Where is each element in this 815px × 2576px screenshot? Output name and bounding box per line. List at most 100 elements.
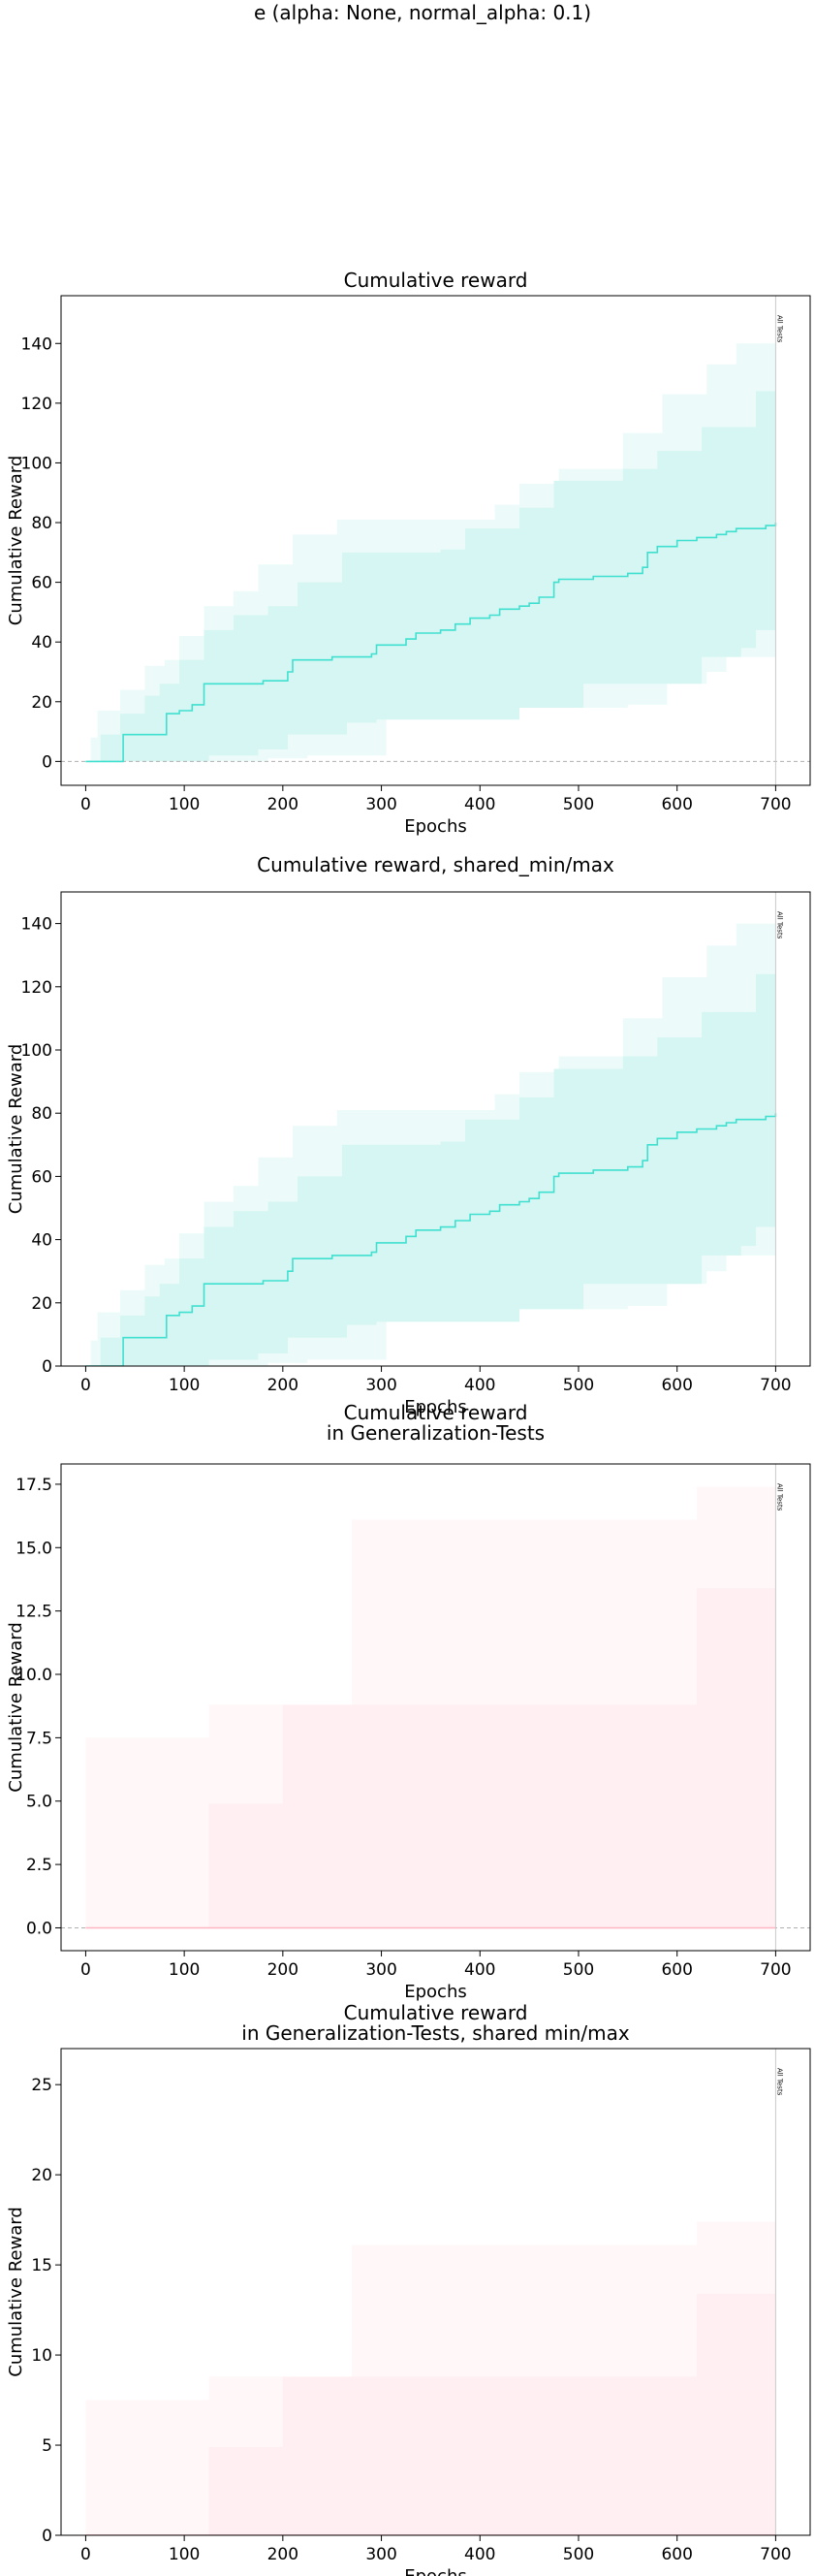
x-tick-label: 500 <box>563 2545 594 2564</box>
axes-frame <box>60 295 811 786</box>
y-tick-label: 5 <box>42 2436 52 2456</box>
x-axis-label: Epochs <box>404 1397 467 1417</box>
all-tests-marker-label: All Tests <box>775 1483 783 1511</box>
y-tick-label: 20 <box>31 2166 52 2185</box>
y-tick-label: 80 <box>31 1104 52 1124</box>
y-tick-label: 12.5 <box>16 1603 52 1622</box>
chart-title: Cumulative reward <box>344 269 528 292</box>
y-tick-label: 100 <box>21 1041 52 1061</box>
x-tick-label: 100 <box>169 1376 200 1395</box>
axes-frame <box>60 891 811 1367</box>
y-axis-label: Cumulative Reward <box>6 1622 26 1793</box>
y-tick-label: 100 <box>21 454 52 473</box>
x-tick-label: 500 <box>563 795 594 814</box>
y-tick-label: 7.5 <box>26 1729 52 1748</box>
y-tick-label: 60 <box>31 1167 52 1187</box>
x-tick-label: 500 <box>563 1960 594 1980</box>
axes-frame <box>60 1463 811 1952</box>
x-tick-label: 700 <box>760 795 791 814</box>
figure-suptitle: e (alpha: None, normal_alpha: 0.1) <box>254 1 591 24</box>
y-axis-label: Cumulative Reward <box>6 1044 26 1215</box>
y-tick-label: 15.0 <box>16 1539 52 1558</box>
inner-range-band <box>85 391 776 762</box>
chart-panel-4: All Tests 0 100 200 300 400 500 600 700 0 5 10 15 20 2… <box>6 2001 811 2576</box>
x-tick-label: 300 <box>365 1376 396 1395</box>
chart-panel-2: All Tests 0 100 200 300 400 500 600 700 0 20 40 60 80… <box>6 853 811 1417</box>
y-tick-label: 80 <box>31 514 52 533</box>
chart-title: Cumulative reward <box>344 2001 528 2024</box>
x-tick-label: 700 <box>760 1376 791 1395</box>
series-line-1 <box>85 523 777 763</box>
x-tick-label: 300 <box>365 795 396 814</box>
x-tick-label: 600 <box>661 2545 692 2564</box>
plot-area <box>61 1486 810 1929</box>
chart-title: Cumulative reward <box>344 1401 528 1424</box>
chart-title: in Generalization-Tests <box>327 1421 545 1445</box>
series-line-1 <box>85 1113 777 1366</box>
inner-range-band <box>85 1486 776 1928</box>
x-tick-label: 700 <box>760 1960 791 1980</box>
plot-area <box>85 901 777 1366</box>
inner-range-band <box>85 973 776 1366</box>
plot-area <box>85 2221 776 2535</box>
inner-range-band <box>85 2221 776 2535</box>
y-tick-label: 0 <box>42 1357 52 1377</box>
x-tick-label: 0 <box>80 2545 91 2564</box>
x-tick-label: 100 <box>169 1960 200 1980</box>
all-tests-marker-label: All Tests <box>775 911 783 939</box>
y-tick-label: 10.0 <box>16 1666 52 1685</box>
chart-title: in Generalization-Tests, shared min/max <box>241 2021 630 2045</box>
y-tick-label: 120 <box>21 978 52 998</box>
x-tick-label: 0 <box>80 795 91 814</box>
x-tick-label: 600 <box>661 1960 692 1980</box>
x-tick-label: 0 <box>80 1376 91 1395</box>
x-tick-label: 200 <box>267 1376 298 1395</box>
y-tick-label: 5.0 <box>26 1793 52 1812</box>
x-tick-label: 700 <box>760 2545 791 2564</box>
x-tick-label: 100 <box>169 795 200 814</box>
x-axis-label: Epochs <box>404 816 467 837</box>
x-tick-label: 200 <box>267 2545 298 2564</box>
x-tick-label: 400 <box>464 1960 495 1980</box>
chart-panel-1: All Tests 0 100 200 300 400 500 600 700 0 20 40 60 80… <box>6 269 811 837</box>
x-tick-label: 100 <box>169 2545 200 2564</box>
x-tick-label: 200 <box>267 1960 298 1980</box>
y-axis-label: Cumulative Reward <box>6 456 26 626</box>
axes-frame <box>60 2048 811 2536</box>
y-tick-label: 140 <box>21 334 52 354</box>
y-tick-label: 20 <box>31 1294 52 1314</box>
y-tick-label: 120 <box>21 395 52 414</box>
y-tick-label: 25 <box>31 2076 52 2095</box>
y-tick-label: 2.5 <box>26 1856 52 1875</box>
x-tick-label: 400 <box>464 1376 495 1395</box>
y-tick-label: 140 <box>21 915 52 935</box>
x-tick-label: 500 <box>563 1376 594 1395</box>
x-tick-label: 400 <box>464 2545 495 2564</box>
y-tick-label: 0 <box>42 2527 52 2546</box>
x-tick-label: 600 <box>661 1376 692 1395</box>
all-tests-marker-label: All Tests <box>775 315 783 343</box>
y-axis-label: Cumulative Reward <box>6 2207 26 2377</box>
x-tick-label: 0 <box>80 1960 91 1980</box>
chart-panel-3: All Tests 0 100 200 300 400 500 600 700 0.0 2.5 5.0… <box>6 1401 811 2002</box>
x-axis-label: Epochs <box>404 2566 467 2576</box>
x-tick-label: 400 <box>464 795 495 814</box>
y-tick-label: 40 <box>31 1231 52 1251</box>
y-tick-label: 10 <box>31 2346 52 2366</box>
all-tests-marker-label: All Tests <box>775 2068 783 2096</box>
x-tick-label: 300 <box>365 2545 396 2564</box>
y-tick-label: 15 <box>31 2256 52 2275</box>
x-tick-label: 600 <box>661 795 692 814</box>
chart-title: Cumulative reward, shared_min/max <box>257 853 614 876</box>
y-tick-label: 40 <box>31 633 52 652</box>
y-tick-label: 60 <box>31 574 52 593</box>
x-tick-label: 300 <box>365 1960 396 1980</box>
y-tick-label: 20 <box>31 693 52 713</box>
x-tick-label: 200 <box>267 795 298 814</box>
y-tick-label: 0.0 <box>26 1919 52 1938</box>
y-tick-label: 17.5 <box>16 1476 52 1495</box>
y-tick-label: 0 <box>42 752 52 772</box>
plot-area <box>61 322 810 763</box>
x-axis-label: Epochs <box>404 1982 467 2002</box>
